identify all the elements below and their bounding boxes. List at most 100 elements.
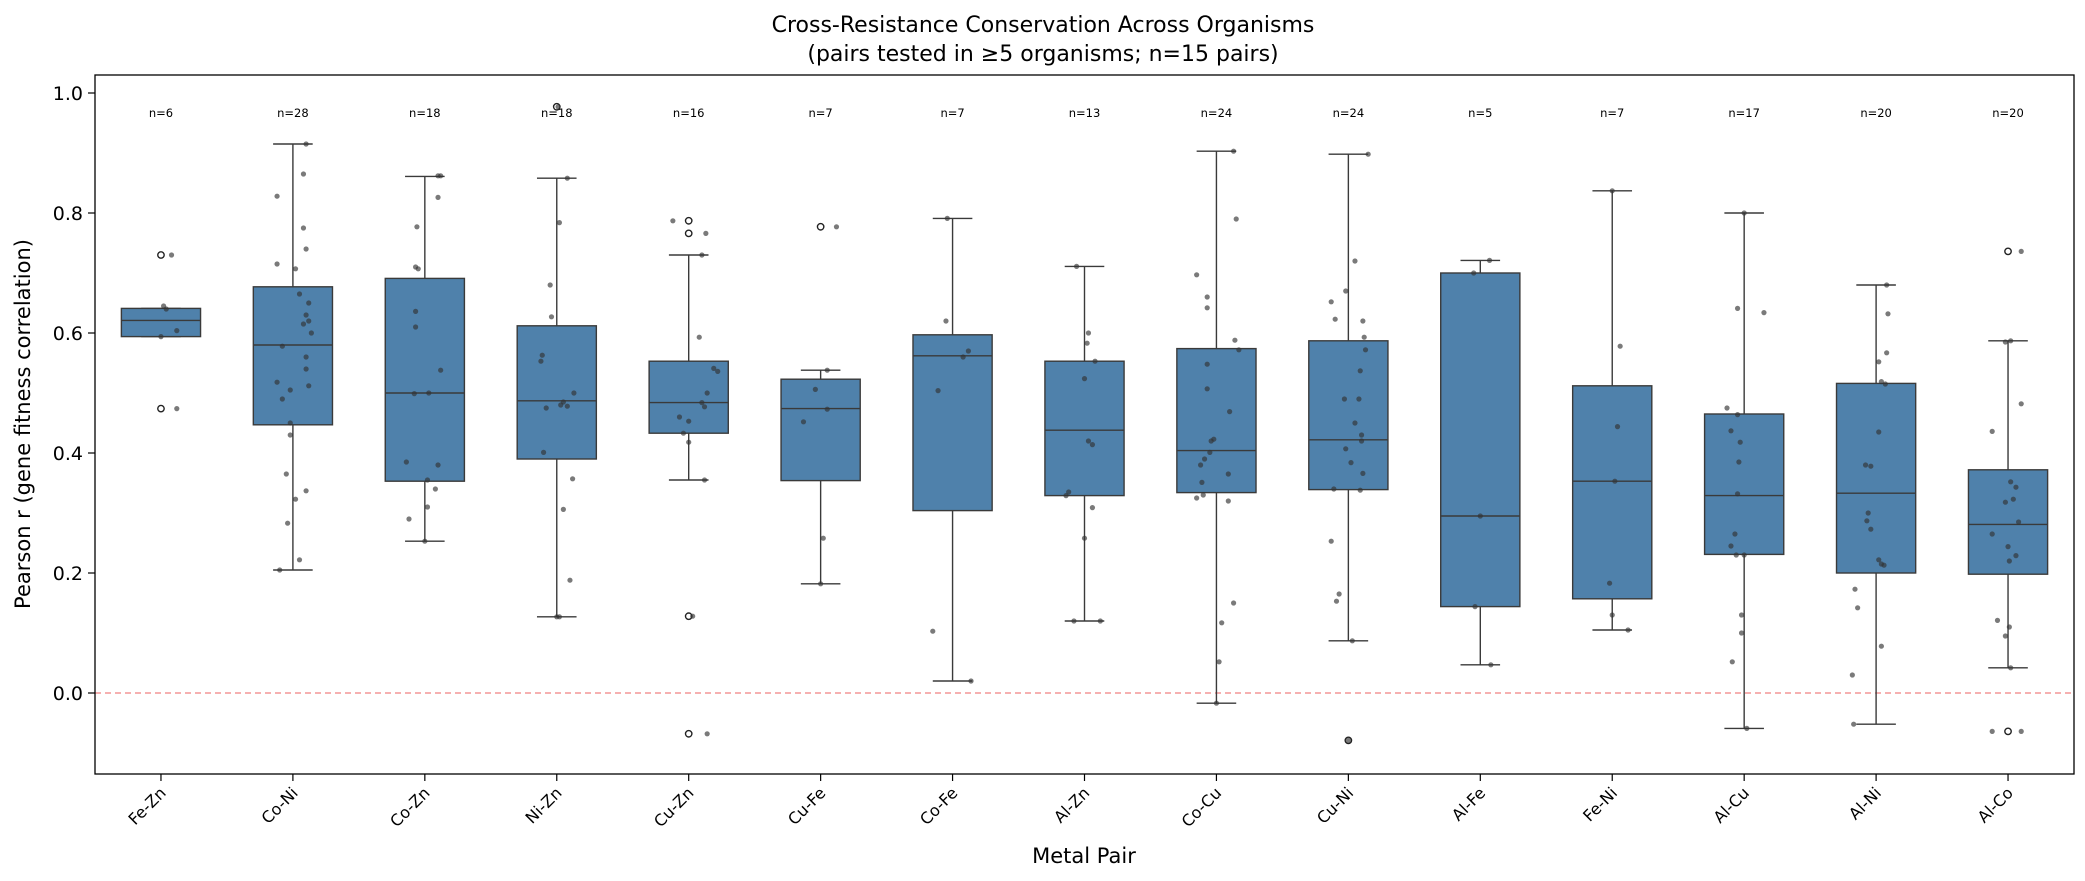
data-point <box>2010 496 2016 502</box>
data-point <box>292 496 299 502</box>
data-point <box>1357 487 1363 493</box>
box-iqr <box>1703 413 1785 556</box>
data-point <box>277 567 283 573</box>
data-point <box>296 557 303 563</box>
data-point <box>1989 428 1995 434</box>
data-point <box>930 628 936 634</box>
data-point <box>1332 316 1338 322</box>
data-point <box>303 312 309 318</box>
data-point <box>1868 526 1874 532</box>
data-point <box>438 367 444 373</box>
x-tick-label: Co-Fe <box>916 783 961 828</box>
outlier-marker <box>2004 727 2012 736</box>
data-point <box>1358 432 1365 438</box>
data-point <box>161 303 167 309</box>
x-tick-label: Cu-Ni <box>1313 783 1357 827</box>
data-point <box>2006 624 2012 630</box>
data-point <box>1360 470 1366 476</box>
data-point <box>1331 486 1337 492</box>
data-point <box>1744 725 1750 732</box>
data-point <box>274 261 280 267</box>
chart-subtitle: (pairs tested in ≥5 organisms; n=15 pair… <box>807 42 1278 67</box>
box-group-cu-fe: n=7 <box>780 106 861 587</box>
data-point <box>274 193 280 199</box>
data-point <box>1488 662 1494 668</box>
data-point <box>158 334 164 340</box>
data-point <box>1486 257 1493 263</box>
box-group-co-cu: n=24 <box>1176 106 1257 706</box>
data-point <box>560 506 566 512</box>
data-point <box>174 406 180 412</box>
data-point <box>2002 339 2008 345</box>
data-point <box>1204 294 1210 300</box>
data-point <box>1729 659 1735 665</box>
data-point <box>432 486 438 492</box>
data-point <box>1204 305 1210 311</box>
data-point <box>556 220 563 226</box>
data-point <box>1085 330 1092 336</box>
data-point <box>968 678 974 684</box>
data-point <box>303 141 309 147</box>
data-point <box>1738 630 1745 636</box>
data-point <box>1477 513 1483 519</box>
data-point <box>1084 340 1090 346</box>
y-tick-label: 0.2 <box>53 563 83 585</box>
data-point <box>306 318 312 324</box>
data-point <box>1348 460 1354 466</box>
data-point <box>1073 263 1080 269</box>
data-point <box>1360 318 1366 324</box>
data-point <box>711 365 717 371</box>
data-point <box>279 396 285 402</box>
outlier-marker <box>1344 736 1353 745</box>
data-point <box>426 390 432 396</box>
data-point <box>686 439 692 445</box>
data-point <box>303 246 309 252</box>
x-tick-label: Co-Cu <box>1178 783 1226 831</box>
count-label: n=7 <box>809 106 833 120</box>
data-point <box>1345 737 1351 744</box>
count-label: n=18 <box>409 106 441 120</box>
data-point <box>1194 495 1200 501</box>
outlier-marker <box>684 729 693 738</box>
data-point <box>800 419 807 425</box>
data-point <box>1734 412 1741 418</box>
data-point <box>287 420 293 426</box>
box-iqr <box>252 286 334 426</box>
data-point <box>300 171 307 177</box>
data-point <box>2008 665 2014 671</box>
data-point <box>569 476 576 482</box>
data-point <box>1852 586 1858 592</box>
data-point <box>1471 270 1477 276</box>
count-label: n=24 <box>1201 106 1233 120</box>
data-point <box>818 581 824 587</box>
data-point <box>1733 552 1739 558</box>
data-point <box>1356 396 1362 402</box>
box-iqr <box>912 334 993 512</box>
data-point <box>701 477 708 483</box>
box-group-co-fe: n=7 <box>912 106 993 684</box>
data-point <box>1236 347 1242 353</box>
data-point <box>1092 358 1098 364</box>
data-point <box>556 614 563 620</box>
data-point <box>2008 479 2014 485</box>
data-point <box>696 334 702 340</box>
data-point <box>690 613 696 619</box>
data-point <box>543 405 549 411</box>
data-point <box>411 391 417 397</box>
box-iqr <box>1044 360 1125 497</box>
data-point <box>539 352 545 358</box>
data-point <box>1089 505 1096 511</box>
data-point <box>820 535 826 541</box>
data-point <box>1884 282 1890 288</box>
data-point <box>704 390 710 396</box>
data-point <box>274 379 280 385</box>
data-point <box>670 218 676 224</box>
data-point <box>287 387 293 393</box>
data-point <box>1865 510 1871 516</box>
x-tick-label: Cu-Fe <box>784 783 829 828</box>
data-point <box>1989 728 1995 735</box>
data-point <box>1097 618 1103 624</box>
data-point <box>833 224 840 230</box>
data-point <box>1200 492 1206 498</box>
